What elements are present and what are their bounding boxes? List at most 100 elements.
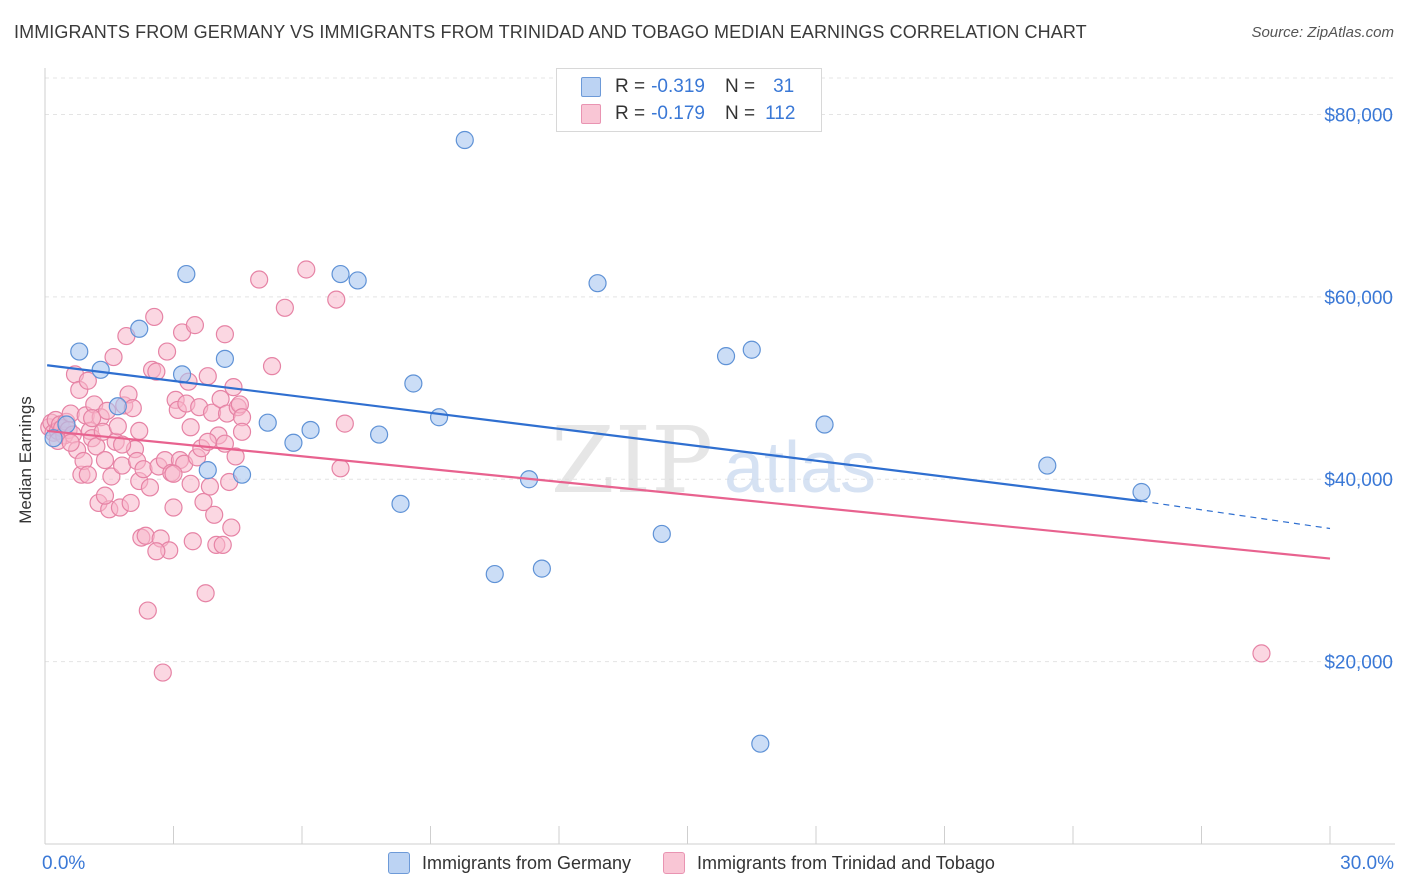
watermark-atlas: atlas — [724, 428, 876, 508]
watermark: ZIP atlas — [551, 407, 876, 514]
germany-points — [44, 130, 1151, 753]
legend-item-germany: Immigrants from Germany — [388, 852, 631, 874]
trinidad-point — [145, 307, 164, 327]
trinidad-point — [232, 422, 252, 441]
trinidad-point — [61, 433, 80, 452]
trinidad-point — [136, 526, 155, 545]
legend-row-trinidad: R = -0.179 N = 112 — [581, 102, 795, 126]
germany-swatch — [581, 77, 601, 97]
germany-point — [215, 349, 234, 368]
germany-point — [751, 734, 770, 753]
trinidad-point — [78, 371, 97, 390]
trinidad-point — [147, 542, 166, 561]
trinidad-point — [130, 421, 149, 441]
legend-label-trinidad: Immigrants from Trinidad and Tobago — [697, 852, 995, 873]
r-value: -0.179 — [651, 103, 705, 124]
trinidad-point — [335, 414, 354, 433]
germany-trend-line — [47, 364, 1142, 503]
x-tick-label: 0.0% — [42, 853, 85, 874]
germany-point — [652, 524, 671, 544]
trinidad-point — [194, 492, 213, 512]
trinidad-point — [196, 584, 215, 603]
trinidad-point — [331, 459, 350, 478]
trinidad-point — [140, 478, 160, 497]
trinidad-point — [262, 357, 282, 376]
trinidad-point — [121, 493, 140, 513]
trinidad-point — [112, 456, 132, 475]
trinidad-point — [222, 518, 241, 537]
trinidad-trend-line — [47, 429, 1331, 560]
trinidad-point — [198, 367, 217, 386]
trinidad-point — [153, 663, 172, 682]
germany-point — [815, 415, 834, 434]
trinidad-point — [112, 435, 132, 454]
germany-point — [348, 271, 367, 290]
germany-point — [391, 494, 410, 513]
trinidad-point — [275, 298, 294, 317]
germany-point — [258, 413, 277, 432]
n-value: 112 — [765, 103, 796, 124]
trinidad-point — [123, 399, 142, 418]
trinidad-point — [1252, 644, 1271, 663]
n-label: N = — [724, 103, 756, 124]
trinidad-point — [134, 460, 153, 479]
x-tick-label: 30.0% — [1340, 853, 1394, 874]
trinidad-point — [181, 418, 200, 437]
r-label: R = — [615, 76, 646, 97]
trinidad-point — [164, 464, 183, 483]
legend-row-germany: R = -0.319 N = 31 — [581, 75, 794, 99]
r-value: -0.319 — [651, 76, 705, 97]
trinidad-point — [164, 498, 183, 517]
chart-title: IMMIGRANTS FROM GERMANY VS IMMIGRANTS FR… — [14, 22, 1087, 42]
trinidad-point — [108, 417, 127, 436]
trinidad-point — [83, 409, 102, 428]
germany-swatch — [388, 852, 410, 874]
y-tick-label: $80,000 — [1324, 105, 1393, 126]
germany-trend-extension — [1141, 500, 1331, 530]
r-label: R = — [615, 103, 646, 124]
germany-point — [429, 408, 449, 427]
germany-point — [742, 340, 761, 359]
correlation-legend: R = -0.319 N = 31 R = -0.179 N = 112 — [556, 68, 822, 132]
germany-point — [532, 559, 551, 578]
tick-labels: $20,000 $40,000 $60,000 $80,000 0.0% 30.0% — [42, 105, 1394, 874]
series-legend: Immigrants from Germany Immigrants from … — [388, 852, 1027, 874]
trinidad-point — [102, 467, 121, 486]
germany-point — [455, 130, 474, 150]
germany-point — [44, 429, 63, 448]
n-label: N = — [724, 76, 756, 97]
trinidad-point — [213, 535, 232, 554]
axes — [44, 68, 1395, 845]
trend-lines — [47, 364, 1331, 560]
trinidad-point — [78, 465, 97, 484]
germany-point — [404, 374, 423, 393]
germany-point — [70, 342, 89, 361]
n-value: 31 — [773, 76, 795, 97]
trinidad-point — [95, 450, 115, 470]
germany-point — [232, 465, 252, 484]
trinidad-point — [147, 362, 166, 381]
germany-point — [485, 564, 504, 584]
trinidad-point — [297, 260, 316, 279]
y-tick-label: $60,000 — [1324, 288, 1393, 309]
trinidad-swatch — [663, 852, 686, 874]
germany-point — [1038, 456, 1057, 475]
trinidad-point — [250, 270, 269, 289]
germany-point — [91, 360, 110, 379]
trinidad-point — [138, 601, 157, 620]
germany-point — [1132, 482, 1151, 502]
legend-label-germany: Immigrants from Germany — [422, 852, 632, 873]
y-tick-label: $20,000 — [1324, 653, 1393, 674]
germany-point — [177, 264, 196, 284]
germany-point — [331, 264, 350, 284]
trinidad-swatch — [581, 104, 601, 124]
trinidad-point — [183, 532, 202, 551]
trinidad-point — [181, 474, 200, 493]
trinidad-point — [104, 347, 123, 367]
germany-point — [284, 433, 303, 452]
trinidad-point — [185, 316, 205, 335]
y-tick-label: $40,000 — [1324, 470, 1393, 491]
germany-point — [108, 397, 127, 416]
trinidad-point — [226, 447, 245, 466]
